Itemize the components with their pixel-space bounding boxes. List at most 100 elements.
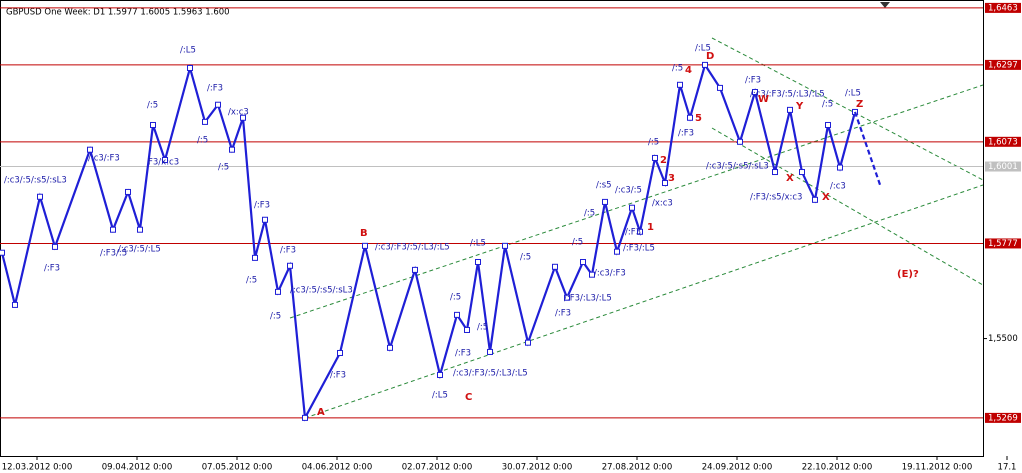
wave-label: /:5	[572, 238, 583, 248]
wave-letter: Y	[795, 101, 804, 112]
wave-label: /:F3/:L5	[623, 244, 655, 254]
wave-label: /:F3	[455, 349, 471, 359]
x-tick-label: 27.08.2012 0:00	[602, 463, 672, 473]
level-label-box	[985, 238, 1021, 249]
wave-point	[662, 180, 668, 187]
wave-letter: 4	[685, 65, 692, 76]
menu-arrow[interactable]	[880, 2, 890, 8]
wave-point	[487, 348, 493, 355]
wave-point	[137, 226, 143, 233]
wave-point	[787, 106, 793, 113]
wave-letter: (E)?	[897, 269, 919, 280]
wave-label: F3/x:c3	[148, 158, 179, 168]
wave-point	[464, 326, 470, 333]
wave-label: /:5	[520, 253, 531, 263]
wave-point	[187, 64, 193, 71]
wave-point	[637, 228, 643, 235]
x-tick-label: 02.07.2012 0:00	[402, 463, 472, 473]
wave-point	[262, 216, 268, 223]
wave-label: /:F3	[625, 228, 641, 238]
wave-point	[552, 263, 558, 270]
wave-point	[125, 188, 131, 195]
wave-label: /:c3/:5/:L5	[118, 245, 161, 255]
wave-point	[387, 344, 393, 351]
wave-letter: W	[758, 94, 769, 105]
wave-label: /:F3	[44, 264, 60, 274]
current-price-box	[985, 161, 1021, 172]
wave-label: /:s5	[596, 181, 612, 191]
wave-letter: 1	[647, 222, 654, 233]
wave-point	[677, 81, 683, 88]
channel-line	[289, 84, 984, 319]
wave-letter: Z	[856, 99, 863, 110]
x-tick-label: 04.06.2012 0:00	[302, 463, 372, 473]
wave-point	[362, 242, 368, 249]
wave-point	[564, 294, 570, 301]
x-tick-label: 07.05.2012 0:00	[202, 463, 272, 473]
level-label: 1,5269	[988, 413, 1018, 423]
wave-label: /:5	[822, 100, 833, 110]
level-label: 1,6463	[988, 3, 1018, 13]
wave-point	[580, 258, 586, 265]
wave-label: /:L5	[180, 46, 196, 56]
level-label-box	[985, 136, 1021, 147]
wave-label: /:c3/:F3	[594, 269, 626, 279]
wave-label: /:c3/:5/:s5/:sL3	[706, 162, 769, 172]
wave-point	[752, 89, 758, 96]
wave-point	[12, 301, 18, 308]
wave-label: /:L5	[432, 391, 448, 401]
level-label: 1,5777	[988, 239, 1018, 249]
wave-letter: 5	[695, 113, 702, 124]
wave-label: /:F3	[745, 76, 761, 86]
wave-point	[275, 288, 281, 295]
wave-point	[737, 138, 743, 145]
wave-label: /:5	[147, 101, 158, 111]
wave-label: /:c3/:5/:s5/:sL3	[4, 176, 67, 186]
wave-label: /:c3/:5/:s5/:sL3	[290, 286, 353, 296]
wave-label: /:L5	[470, 239, 486, 249]
wave-point	[52, 243, 58, 250]
wave-point	[202, 118, 208, 125]
wave-label: /:5	[672, 64, 683, 74]
wave-point	[837, 164, 843, 171]
wave-label: /:5	[246, 276, 257, 286]
x-tick-label: 12.03.2012 0:00	[2, 463, 72, 473]
wave-point	[589, 271, 595, 278]
wave-point	[772, 169, 778, 176]
x-tick-label: 09.04.2012 0:00	[102, 463, 172, 473]
wave-label: /:F3/:s5/x:c3	[750, 193, 802, 203]
wave-label: /x:c3	[228, 108, 249, 118]
wave-label: /:5	[218, 163, 229, 173]
wave-label: /:F3	[254, 201, 270, 211]
wave-label: /:5	[477, 323, 488, 333]
annotations: /:L5 /:F3 /:5 /x:c3 /:5 /:c3/:F3 F3/x:c3…	[4, 44, 919, 419]
wave-point	[614, 248, 620, 255]
wave-point	[162, 157, 168, 164]
wave-label: /:5	[197, 136, 208, 146]
level-label-box	[985, 412, 1021, 423]
wave-label: /:5	[584, 209, 595, 219]
x-tick-label: 19.11.2012 0:00	[902, 463, 972, 473]
level-label: 1,6073	[988, 137, 1018, 147]
wave-label: /:c3/:F3/:5/:L3/:L5	[750, 90, 825, 100]
wave-point	[602, 198, 608, 205]
wave-letter: 3	[668, 173, 675, 184]
wave-point	[240, 114, 246, 121]
wave-label: /:F3	[330, 371, 346, 381]
wave-label: /:F3/:L3/:L5	[564, 294, 612, 304]
plot-frame	[0, 0, 984, 457]
wave-point	[825, 121, 831, 128]
wave-letter: C	[465, 392, 472, 403]
wave-point	[150, 121, 156, 128]
wave-point	[687, 114, 693, 121]
wave-letter: D	[706, 51, 714, 62]
wave-point	[0, 249, 6, 256]
x-tick-label: 24.09.2012 0:00	[702, 463, 772, 473]
wave-point	[437, 371, 443, 378]
channel-line	[711, 127, 984, 286]
wave-letter: A	[317, 407, 325, 418]
wave-label: /:5	[270, 312, 281, 322]
wave-label: /:c3/:F3/:5/:L3/:L5	[453, 369, 528, 379]
wave-label: /:c3/:5	[615, 186, 642, 196]
